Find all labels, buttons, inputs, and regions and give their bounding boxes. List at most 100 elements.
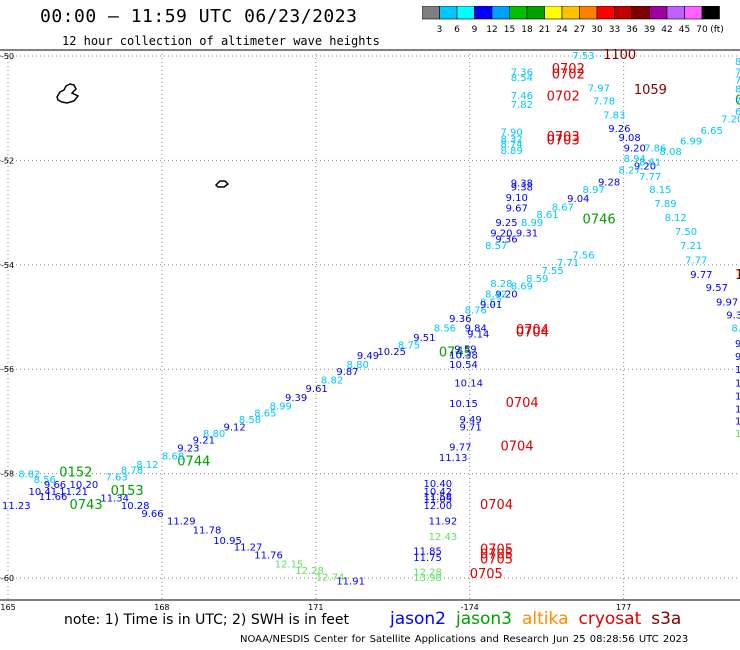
swh-value: 9.38 bbox=[511, 183, 533, 194]
island-icon bbox=[214, 180, 230, 188]
colorbar-tick-label: 70 bbox=[696, 25, 708, 35]
swh-value: 9.20 bbox=[490, 228, 512, 239]
swh-value: 9.61 bbox=[306, 384, 328, 395]
swh-value: 11.78 bbox=[193, 525, 222, 536]
colorbar: 3 6 9 12 15 18 21 24 27 30 33 36 39 42 45 70 (ft) bbox=[422, 6, 724, 35]
swh-value: 8.69 bbox=[511, 282, 533, 293]
swh-value: 8.78 bbox=[121, 465, 143, 476]
colorbar-tick-label: 6 bbox=[454, 25, 460, 35]
colorbar-tick-label: 21 bbox=[539, 25, 550, 35]
swh-value: 10.45 bbox=[735, 391, 740, 402]
time-label: 0744 bbox=[177, 455, 210, 470]
swh-value: 11.4 bbox=[735, 416, 740, 427]
lon-tick-label: 168 bbox=[154, 603, 169, 612]
swh-value: 9.20 bbox=[495, 290, 517, 301]
swh-value: 11.29 bbox=[167, 517, 196, 528]
time-label: 0704 bbox=[516, 326, 549, 341]
swh-value: 12.28 bbox=[413, 568, 442, 579]
swh-value: 7.96 bbox=[735, 68, 740, 79]
colorbar-tick-label: 27 bbox=[574, 25, 585, 35]
swh-value: 7.82 bbox=[511, 100, 533, 111]
swh-value: 7.71 bbox=[557, 258, 579, 269]
lon-tick-label: 177 bbox=[616, 603, 631, 612]
swh-value: 10.28 bbox=[121, 501, 150, 512]
time-label: 0743 bbox=[70, 498, 103, 513]
swh-value: 9.28 bbox=[598, 177, 620, 188]
swh-value: 11.85 bbox=[413, 546, 442, 557]
satellite-legend-item: jason3 bbox=[456, 609, 512, 629]
swh-value: 9.31 bbox=[516, 228, 538, 239]
swh-value: 7.62 bbox=[735, 75, 740, 86]
swh-value: 11.75 bbox=[413, 553, 442, 564]
swh-value: 11.55 bbox=[735, 378, 740, 389]
colorbar-tick-label: 33 bbox=[609, 25, 620, 35]
time-label: 0704 bbox=[516, 323, 549, 338]
swh-value: 8.73 bbox=[731, 323, 740, 334]
colorbar-tick-label: 3 bbox=[437, 25, 443, 35]
swh-value: 12.43 bbox=[429, 532, 458, 543]
swh-value: 8.61 bbox=[639, 157, 661, 168]
time-label: 0705 bbox=[480, 548, 513, 563]
swh-value: 10.38 bbox=[449, 351, 478, 362]
swh-value: 9.10 bbox=[506, 193, 528, 204]
swh-value: 8.74 bbox=[500, 140, 522, 151]
colorbar-swatch bbox=[701, 6, 720, 20]
lon-tick-label: 165 bbox=[0, 603, 15, 612]
swh-value: 9.12 bbox=[223, 423, 245, 434]
time-label: 0153 bbox=[111, 484, 144, 499]
satellite-legend: jason2 jason3 altika cryosat s3a bbox=[390, 609, 691, 629]
swh-value: 8.75 bbox=[398, 341, 420, 352]
swh-value: 8.80 bbox=[203, 429, 225, 440]
lat-tick-label: -58 bbox=[1, 470, 14, 479]
swh-value: 7.77 bbox=[685, 256, 707, 267]
swh-value: 8.68 bbox=[162, 451, 184, 462]
time-label: 0705 bbox=[480, 553, 513, 568]
swh-value: 9.71 bbox=[459, 423, 481, 434]
swh-value: 10.18 bbox=[735, 365, 740, 376]
swh-value: 9.36 bbox=[495, 235, 517, 246]
swh-value: 7.46 bbox=[511, 91, 533, 102]
swh-value: 9.49 bbox=[357, 351, 379, 362]
page-subtitle: 12 hour collection of altimeter wave hei… bbox=[62, 34, 380, 48]
lat-tick-label: -54 bbox=[1, 261, 14, 270]
swh-value: 10.95 bbox=[735, 404, 740, 415]
time-label: 1059 bbox=[634, 83, 667, 98]
time-label: 0747 bbox=[735, 93, 740, 108]
time-label: 0705 bbox=[480, 542, 513, 557]
swh-value: 10.25 bbox=[377, 347, 406, 358]
colorbar-unit: (ft) bbox=[710, 25, 724, 35]
swh-value: 8.61 bbox=[536, 210, 558, 221]
time-label: 0152 bbox=[59, 466, 92, 481]
lat-tick-label: -60 bbox=[1, 574, 14, 583]
swh-value: 7.50 bbox=[675, 227, 697, 238]
swh-value: 8.57 bbox=[480, 297, 502, 308]
swh-value: 9.14 bbox=[467, 330, 489, 341]
swh-value: 8.99 bbox=[270, 402, 292, 413]
swh-value: 11.66 bbox=[39, 492, 68, 503]
lat-tick-label: -52 bbox=[1, 156, 14, 165]
swh-value: 11.34 bbox=[100, 494, 129, 505]
swh-value: 8.67 bbox=[552, 202, 574, 213]
swh-value: 12.74 bbox=[316, 572, 345, 583]
swh-value: 9.20 bbox=[624, 143, 646, 154]
swh-value: 10.20 bbox=[70, 480, 99, 491]
time-label: 1058 bbox=[735, 268, 740, 283]
swh-value: 9.36 bbox=[449, 314, 471, 325]
swh-value: 8.12 bbox=[136, 460, 158, 471]
swh-value: 8.59 bbox=[526, 274, 548, 285]
swh-value: 7.20 bbox=[721, 115, 740, 126]
swh-value: 8.15 bbox=[649, 185, 671, 196]
swh-value: 8.12 bbox=[665, 213, 687, 224]
swh-value: 9.94 bbox=[735, 352, 740, 363]
time-label: 0704 bbox=[500, 439, 533, 454]
swh-value: 10.14 bbox=[454, 378, 483, 389]
swh-value: 9.77 bbox=[690, 270, 712, 281]
swh-value: 8.42 bbox=[485, 290, 507, 301]
swh-value: 8.28 bbox=[490, 279, 512, 290]
island-auckland bbox=[56, 83, 80, 104]
time-label: 0704 bbox=[480, 498, 513, 513]
swh-value: 8.94 bbox=[624, 154, 646, 165]
swh-value: 9.51 bbox=[413, 333, 435, 344]
swh-value: 8.82 bbox=[321, 376, 343, 387]
